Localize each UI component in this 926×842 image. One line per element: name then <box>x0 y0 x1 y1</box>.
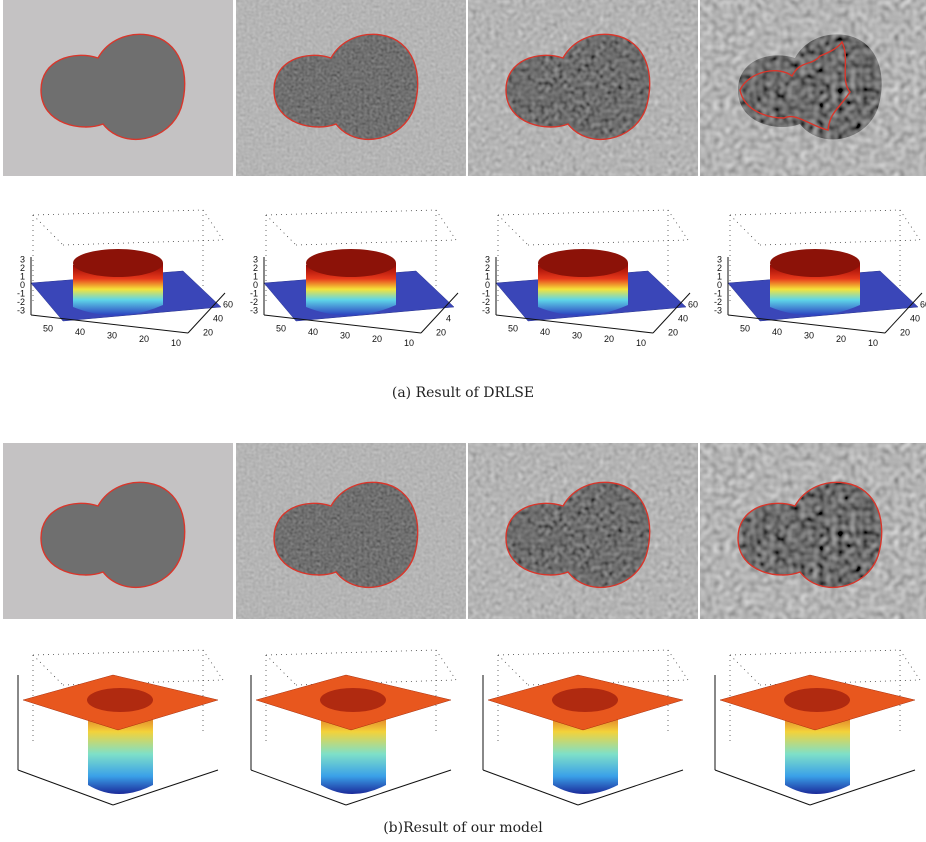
y-tick-label: 60 <box>688 299 698 309</box>
y-tick-label: 60 <box>920 299 926 309</box>
y-tick-label: 40 <box>910 313 920 323</box>
z-tick-label: -3 <box>250 305 258 315</box>
y-tick-label: 20 <box>203 327 213 337</box>
noisy-image <box>700 0 926 176</box>
box-edge <box>436 650 456 680</box>
box-edge <box>498 215 528 245</box>
box-edge <box>33 215 63 245</box>
box-edge <box>63 240 223 245</box>
y-tick-label: 20 <box>900 327 910 337</box>
image-panel <box>700 0 926 176</box>
figure: (a) Result of DRLSE (b)Result of our mod… <box>0 0 926 842</box>
x-tick-label: 50 <box>276 323 286 333</box>
image-panel <box>3 443 233 619</box>
y-tick-label: 40 <box>213 313 223 323</box>
z-tick-label: -3 <box>17 305 25 315</box>
surface-hole <box>320 688 386 712</box>
surface-top <box>770 249 860 277</box>
image-panel <box>468 443 698 619</box>
surface-plot <box>468 645 698 820</box>
surface-hole <box>87 688 153 712</box>
box-edge <box>33 650 203 655</box>
x-tick-label: 10 <box>868 338 878 348</box>
noisy-image <box>3 443 233 619</box>
surface-plot: 3210-1-2-35040302010204060 <box>3 205 233 380</box>
box-edge <box>266 655 296 685</box>
image-panel <box>236 0 466 176</box>
x-tick-label: 10 <box>404 338 414 348</box>
box-edge <box>203 650 223 680</box>
x-tick-label: 20 <box>604 334 614 344</box>
surface-top <box>73 249 163 277</box>
z-tick-label: -3 <box>482 305 490 315</box>
x-tick-label: 30 <box>572 331 582 341</box>
x-tick-label: 40 <box>308 327 318 337</box>
y-tick-label: 40 <box>678 313 688 323</box>
noisy-image <box>3 0 233 176</box>
y-tick-label: 20 <box>436 327 446 337</box>
box-edge <box>33 210 203 215</box>
y-tick-label: 60 <box>223 299 233 309</box>
x-tick-label: 40 <box>540 327 550 337</box>
x-tick-label: 10 <box>636 338 646 348</box>
box-edge <box>760 240 920 245</box>
box-edge <box>730 215 760 245</box>
surface-hole <box>784 688 850 712</box>
x-tick-label: 50 <box>508 323 518 333</box>
box-edge <box>498 650 668 655</box>
surface-top <box>538 249 628 277</box>
noisy-image <box>468 443 698 619</box>
image-panel <box>700 443 926 619</box>
y-tick-label: 20 <box>668 327 678 337</box>
box-edge <box>436 210 456 240</box>
x-tick-label: 10 <box>171 338 181 348</box>
surface-top <box>306 249 396 277</box>
surface-plot <box>3 645 233 820</box>
box-edge <box>498 655 528 685</box>
box-edge <box>730 650 900 655</box>
noisy-image <box>468 0 698 176</box>
surface-plot <box>236 645 466 820</box>
box-edge <box>900 650 920 680</box>
box-edge <box>266 215 296 245</box>
x-tick-label: 40 <box>75 327 85 337</box>
noisy-image <box>700 443 926 619</box>
caption: (b)Result of our model <box>0 820 926 836</box>
x-tick-label: 40 <box>772 327 782 337</box>
noisy-image <box>236 0 466 176</box>
box-edge <box>528 240 688 245</box>
image-panel <box>468 0 698 176</box>
box-edge <box>203 210 223 240</box>
box-edge <box>266 210 436 215</box>
x-tick-label: 30 <box>107 331 117 341</box>
surface-plot <box>700 645 926 820</box>
box-edge <box>33 655 63 685</box>
x-tick-label: 30 <box>340 331 350 341</box>
box-edge <box>730 655 760 685</box>
z-tick-label: -3 <box>714 305 722 315</box>
box-edge <box>266 650 436 655</box>
noisy-image <box>236 443 466 619</box>
box-edge <box>668 210 688 240</box>
box-edge <box>668 650 688 680</box>
x-tick-label: 50 <box>740 323 750 333</box>
x-tick-label: 50 <box>43 323 53 333</box>
box-edge <box>900 210 920 240</box>
image-panel <box>236 443 466 619</box>
surface-hole <box>552 688 618 712</box>
image-panel <box>3 0 233 176</box>
caption: (a) Result of DRLSE <box>0 385 926 401</box>
x-tick-label: 20 <box>836 334 846 344</box>
x-tick-label: 20 <box>139 334 149 344</box>
box-edge <box>296 240 456 245</box>
x-tick-label: 30 <box>804 331 814 341</box>
box-edge <box>498 210 668 215</box>
box-edge <box>730 210 900 215</box>
y-tick-label: 4 <box>446 313 451 323</box>
x-tick-label: 20 <box>372 334 382 344</box>
